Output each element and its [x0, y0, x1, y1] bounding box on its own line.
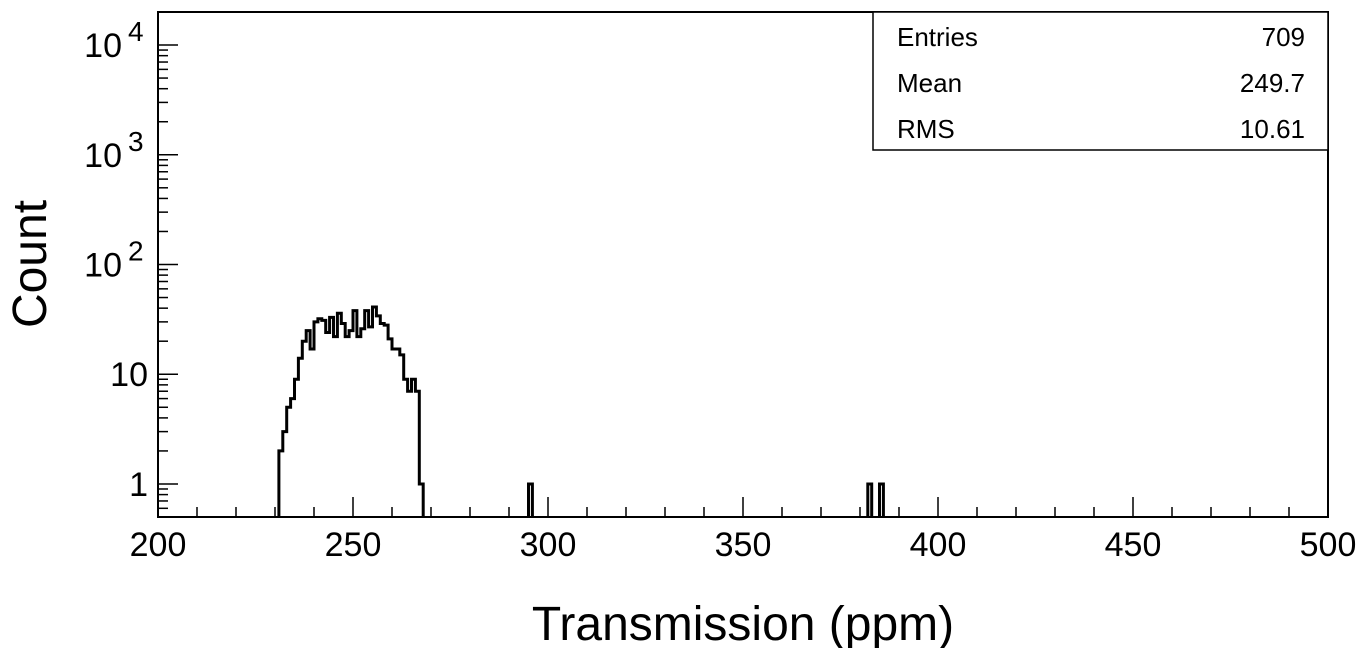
histogram-bin — [345, 337, 349, 517]
histogram-bin — [388, 339, 392, 517]
x-axis-tick-labels: 200 250 300 350 400 450 500 — [130, 526, 1357, 564]
x-tick-label: 300 — [520, 526, 577, 564]
y-tick-label: 10 — [84, 27, 122, 65]
histogram-bin — [341, 323, 345, 517]
histogram-bin — [310, 349, 314, 517]
histogram-bin — [373, 307, 377, 517]
histogram-bin — [369, 327, 373, 517]
x-tick-label: 200 — [130, 526, 187, 564]
histogram-bin — [334, 337, 338, 517]
histogram-bin — [361, 329, 365, 517]
histogram-bin — [337, 313, 341, 517]
histogram-outline — [277, 305, 885, 517]
stats-mean-label: Mean — [897, 68, 962, 98]
y-axis-ticks — [158, 11, 178, 510]
histogram-bin — [314, 322, 318, 517]
y-axis-label: Count — [4, 200, 57, 328]
stats-mean-value: 249.7 — [1240, 68, 1305, 98]
histogram-bin — [392, 349, 396, 517]
x-tick-label: 450 — [1105, 526, 1162, 564]
stats-rms-value: 10.61 — [1240, 114, 1305, 144]
histogram-bin — [306, 331, 310, 517]
x-tick-label: 400 — [910, 526, 967, 564]
histogram-bin — [298, 358, 302, 517]
histogram-bin — [384, 325, 388, 517]
histogram-bin — [291, 399, 295, 517]
histogram-bin — [353, 311, 357, 517]
y-tick-label: 10 — [84, 137, 122, 175]
y-tick-label-exponent: 3 — [128, 126, 144, 157]
x-axis-ticks — [157, 497, 1329, 517]
stats-box: Entries 709 Mean 249.7 RMS 10.61 — [872, 11, 1329, 151]
histogram-bin — [408, 391, 412, 517]
histogram-bin — [380, 323, 384, 517]
histogram-bin — [376, 316, 380, 517]
stats-entries-label: Entries — [897, 22, 978, 52]
stats-rms-label: RMS — [897, 114, 955, 144]
y-tick-label-exponent: 2 — [128, 236, 144, 267]
histogram-bin — [365, 311, 369, 517]
histogram-bin — [322, 320, 326, 517]
y-tick-label: 1 — [129, 466, 148, 504]
histogram-bins — [279, 307, 884, 517]
y-tick-label: 10 — [110, 356, 148, 394]
histogram-bin — [357, 337, 361, 517]
x-tick-label: 250 — [325, 526, 382, 564]
histogram-bin — [396, 349, 400, 517]
stats-box-frame — [872, 11, 1329, 151]
histogram-bin — [302, 341, 306, 517]
y-tick-label: 10 — [84, 247, 122, 285]
histogram-bin — [349, 331, 353, 517]
x-tick-label: 350 — [715, 526, 772, 564]
stats-entries-value: 709 — [1262, 22, 1305, 52]
histogram-bin — [404, 379, 408, 517]
x-axis-label: Transmission (ppm) — [532, 598, 954, 648]
histogram-bin — [412, 379, 416, 517]
histogram-bin — [326, 333, 330, 517]
y-tick-label-exponent: 4 — [128, 16, 144, 47]
histogram-bin — [318, 319, 322, 517]
x-tick-label: 500 — [1300, 526, 1357, 564]
histogram-bin — [330, 317, 334, 517]
